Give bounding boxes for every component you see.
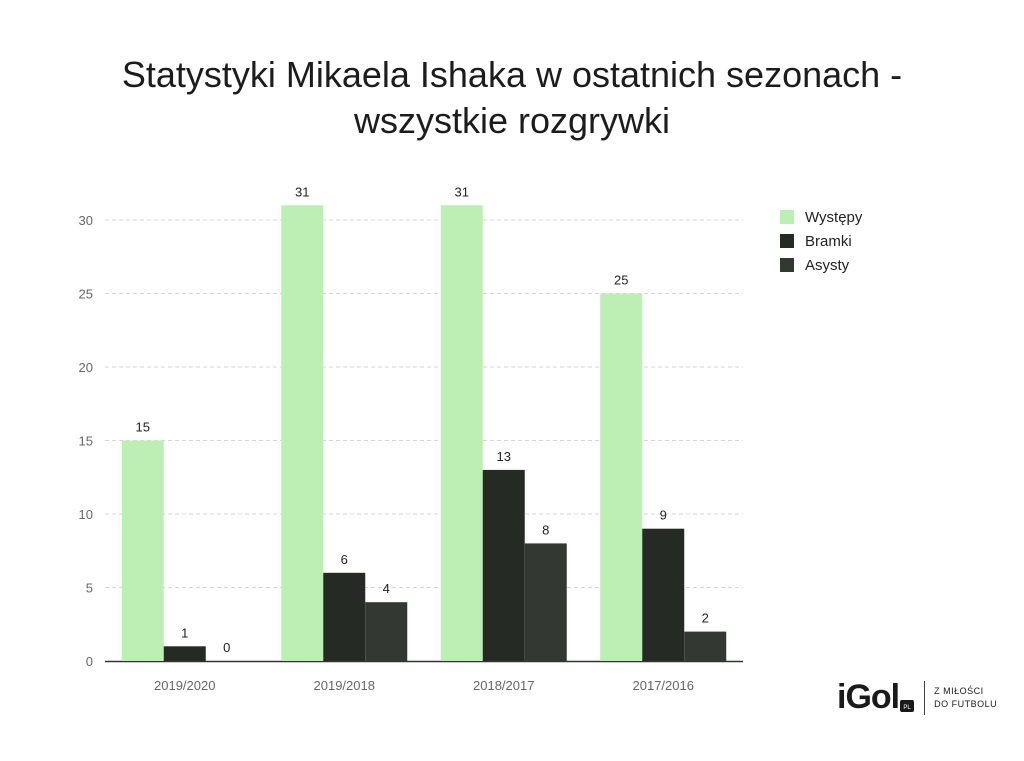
data-label: 0	[223, 640, 230, 655]
data-label: 31	[455, 184, 469, 199]
legend-label-bramki: Bramki	[805, 232, 852, 250]
chart-title: Statystyki Mikaela Ishaka w ostatnich se…	[0, 52, 1024, 144]
igol-logo: iGol PL Z MIŁOŚCI DO FUTBOLU	[837, 678, 997, 717]
legend-label-wystepy: Występy	[805, 208, 863, 226]
legend-item-wystepy: Występy	[780, 205, 862, 229]
data-label: 8	[542, 522, 549, 537]
logo-wordmark: iGol	[837, 678, 900, 716]
bar	[281, 205, 324, 662]
logo-tagline: Z MIŁOŚCI DO FUTBOLU	[934, 685, 997, 711]
data-label: 31	[295, 184, 309, 199]
bar	[163, 646, 206, 661]
logo-badge: PL	[900, 699, 915, 712]
legend-label-asysty: Asysty	[805, 256, 850, 274]
bar	[121, 440, 164, 661]
y-tick-label: 25	[79, 287, 93, 302]
legend: Występy Bramki Asysty	[780, 205, 862, 277]
chart-title-line-1: Statystyki Mikaela Ishaka w ostatnich se…	[121, 54, 903, 95]
legend-item-asysty: Asysty	[780, 253, 862, 277]
x-tick-label: 2017/2016	[633, 678, 694, 693]
y-tick-label: 30	[79, 213, 93, 228]
bar	[323, 572, 366, 661]
bar	[440, 205, 483, 662]
y-tick-label: 5	[86, 581, 93, 596]
bar	[642, 528, 685, 661]
logo-divider	[924, 680, 926, 715]
data-label: 25	[614, 273, 628, 288]
legend-swatch-wystepy	[780, 210, 794, 224]
tagline-line-2: DO FUTBOLU	[934, 698, 998, 709]
legend-item-bramki: Bramki	[780, 229, 862, 253]
legend-swatch-asysty	[780, 258, 794, 272]
data-label: 2	[702, 611, 709, 626]
bar	[365, 602, 408, 661]
data-label: 13	[497, 449, 511, 464]
data-label: 6	[341, 552, 348, 567]
bar	[482, 469, 525, 661]
data-label: 1	[181, 625, 188, 640]
tagline-line-1: Z MIŁOŚCI	[934, 685, 984, 696]
logo-badge-text: PL	[903, 705, 911, 711]
chart-title-line-2: wszystkie rozgrywki	[353, 100, 671, 141]
data-label: 15	[136, 420, 150, 435]
y-tick-label: 0	[86, 654, 93, 669]
y-tick-label: 10	[79, 507, 93, 522]
x-tick-label: 2019/2020	[154, 678, 215, 693]
legend-swatch-bramki	[780, 234, 794, 248]
bar	[600, 293, 643, 661]
y-tick-label: 15	[79, 434, 93, 449]
data-label: 4	[383, 581, 390, 596]
y-tick-label: 20	[79, 360, 93, 375]
x-tick-label: 2018/2017	[473, 678, 534, 693]
bar	[684, 631, 727, 661]
bar	[524, 543, 567, 661]
data-label: 9	[660, 508, 667, 523]
x-tick-label: 2019/2018	[314, 678, 375, 693]
